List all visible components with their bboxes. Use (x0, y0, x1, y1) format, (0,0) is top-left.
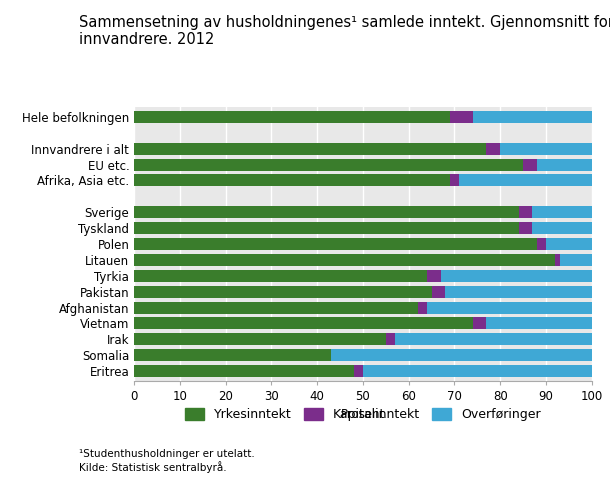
Bar (134, 238, 592, 250)
Bar (134, 285, 431, 298)
Bar (134, 111, 450, 123)
Bar (450, 175, 459, 186)
Bar (134, 222, 592, 234)
Bar (523, 159, 537, 170)
Text: ¹Studenthusholdninger er utelatt.
Kilde: Statistisk sentralbyrå.: ¹Studenthusholdninger er utelatt. Kilde:… (79, 449, 255, 473)
Bar (134, 270, 592, 282)
Bar (537, 238, 546, 250)
Bar (354, 365, 363, 377)
Bar (134, 254, 555, 266)
Bar (134, 142, 592, 155)
Bar (418, 302, 427, 313)
Bar (134, 333, 592, 346)
Bar (473, 318, 487, 329)
Bar (134, 302, 592, 313)
Legend: Yrkesinntekt, Kapitalinntekt, Overføringer: Yrkesinntekt, Kapitalinntekt, Overføring… (180, 403, 546, 427)
Bar (386, 333, 395, 346)
Bar (427, 270, 440, 282)
Bar (134, 222, 518, 234)
Bar (134, 254, 592, 266)
Bar (518, 222, 532, 234)
Bar (134, 270, 427, 282)
Bar (431, 285, 445, 298)
Bar (134, 175, 592, 186)
Bar (134, 318, 592, 329)
Bar (134, 302, 418, 313)
Bar (518, 206, 532, 218)
Bar (134, 318, 473, 329)
Bar (134, 365, 592, 377)
Bar (134, 159, 523, 170)
Bar (134, 349, 592, 361)
Bar (134, 238, 537, 250)
Bar (134, 142, 486, 155)
Bar (134, 159, 592, 170)
Bar (134, 206, 592, 218)
Bar (134, 333, 386, 346)
X-axis label: Prosent: Prosent (341, 408, 385, 421)
Bar (134, 349, 331, 361)
Bar (134, 285, 592, 298)
Bar (134, 175, 450, 186)
Bar (134, 111, 592, 123)
Bar (555, 254, 559, 266)
Bar (450, 111, 473, 123)
Bar (134, 206, 518, 218)
Bar (134, 365, 354, 377)
Bar (486, 142, 500, 155)
Text: Sammensetning av husholdningenes¹ samlede inntekt. Gjennomsnitt for
innvandrere.: Sammensetning av husholdningenes¹ samled… (79, 15, 610, 47)
